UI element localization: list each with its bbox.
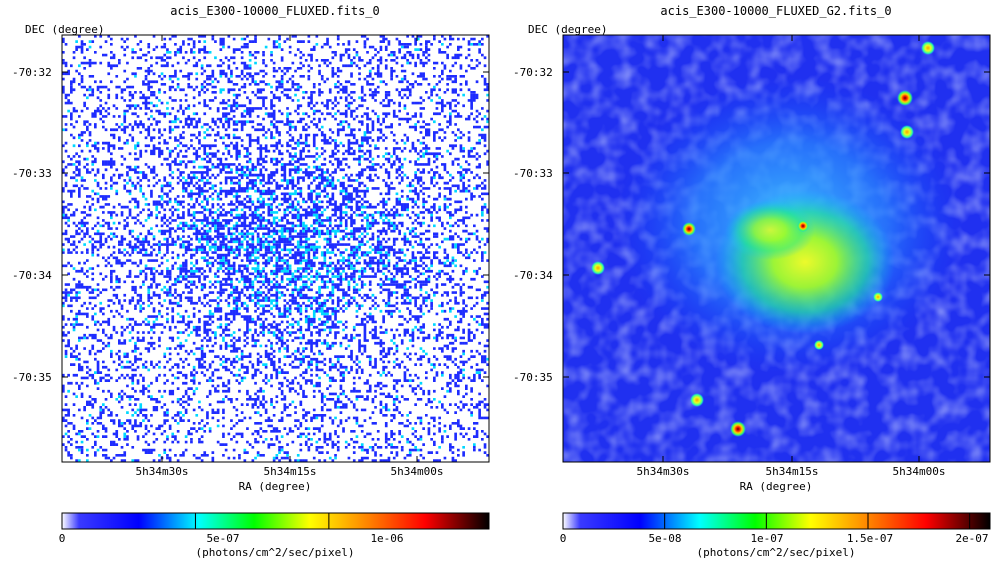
- left-cb-tick-label: 0: [59, 532, 66, 545]
- left-ylabel: DEC (degree): [25, 23, 104, 36]
- right-cb-tick-label: 1.5e-07: [847, 532, 893, 545]
- left-cb-tick-label: 1e-06: [370, 532, 403, 545]
- point-source: [814, 340, 824, 350]
- left-ytick: -70:35: [12, 371, 52, 384]
- right-xtick: 5h34m00s: [893, 465, 946, 478]
- right-xtick: 5h34m30s: [637, 465, 690, 478]
- left-title: acis_E300-10000_FLUXED.fits_0: [170, 4, 380, 18]
- left-xtick: 5h34m30s: [136, 465, 189, 478]
- right-ytick: -70:35: [513, 371, 553, 384]
- left-colorbar: 0 5e-07 1e-06 (photons/cm^2/sec/pixel): [59, 512, 490, 559]
- right-plot-frame: [562, 34, 991, 463]
- right-title: acis_E300-10000_FLUXED_G2.fits_0: [660, 4, 891, 18]
- left-cb-label: (photons/cm^2/sec/pixel): [196, 546, 355, 559]
- right-colorbar: 0 5e-08 1e-07 1.5e-07 2e-07 (photons/cm^…: [560, 512, 991, 559]
- left-image: [62, 35, 489, 462]
- point-source: [897, 90, 913, 106]
- right-cb-tick-label: 0: [560, 532, 567, 545]
- right-ytick: -70:33: [513, 167, 553, 180]
- left-cb-tick-label: 5e-07: [206, 532, 239, 545]
- point-source: [690, 393, 704, 407]
- left-ytick: -70:34: [12, 269, 52, 282]
- right-ytick: -70:32: [513, 66, 553, 79]
- left-xlabel: RA (degree): [239, 480, 312, 493]
- left-xtick: 5h34m00s: [391, 465, 444, 478]
- right-panel: acis_E300-10000_FLUXED_G2.fits_0 DEC (de…: [513, 4, 991, 559]
- right-xtick: 5h34m15s: [766, 465, 819, 478]
- right-ylabel: DEC (degree): [528, 23, 607, 36]
- point-source: [921, 41, 935, 55]
- point-source: [591, 261, 605, 275]
- right-ytick: -70:34: [513, 269, 553, 282]
- right-image: [563, 35, 990, 462]
- right-cb-tick-label: 1e-07: [750, 532, 783, 545]
- point-source: [873, 292, 883, 302]
- right-cb-tick-label: 2e-07: [955, 532, 988, 545]
- left-xtick: 5h34m15s: [264, 465, 317, 478]
- point-source: [730, 421, 746, 437]
- left-ytick: -70:33: [12, 167, 52, 180]
- left-pixels-low: [62, 35, 489, 462]
- left-panel: acis_E300-10000_FLUXED.fits_0 DEC (degre…: [12, 4, 490, 559]
- left-plot-frame: [61, 34, 490, 463]
- point-source: [797, 220, 809, 232]
- left-pixel-field: [62, 35, 489, 462]
- point-source: [682, 222, 696, 236]
- point-source: [900, 125, 914, 139]
- right-cb-label: (photons/cm^2/sec/pixel): [697, 546, 856, 559]
- right-xlabel: RA (degree): [740, 480, 813, 493]
- right-cb-tick-label: 5e-08: [648, 532, 681, 545]
- left-ytick: -70:32: [12, 66, 52, 79]
